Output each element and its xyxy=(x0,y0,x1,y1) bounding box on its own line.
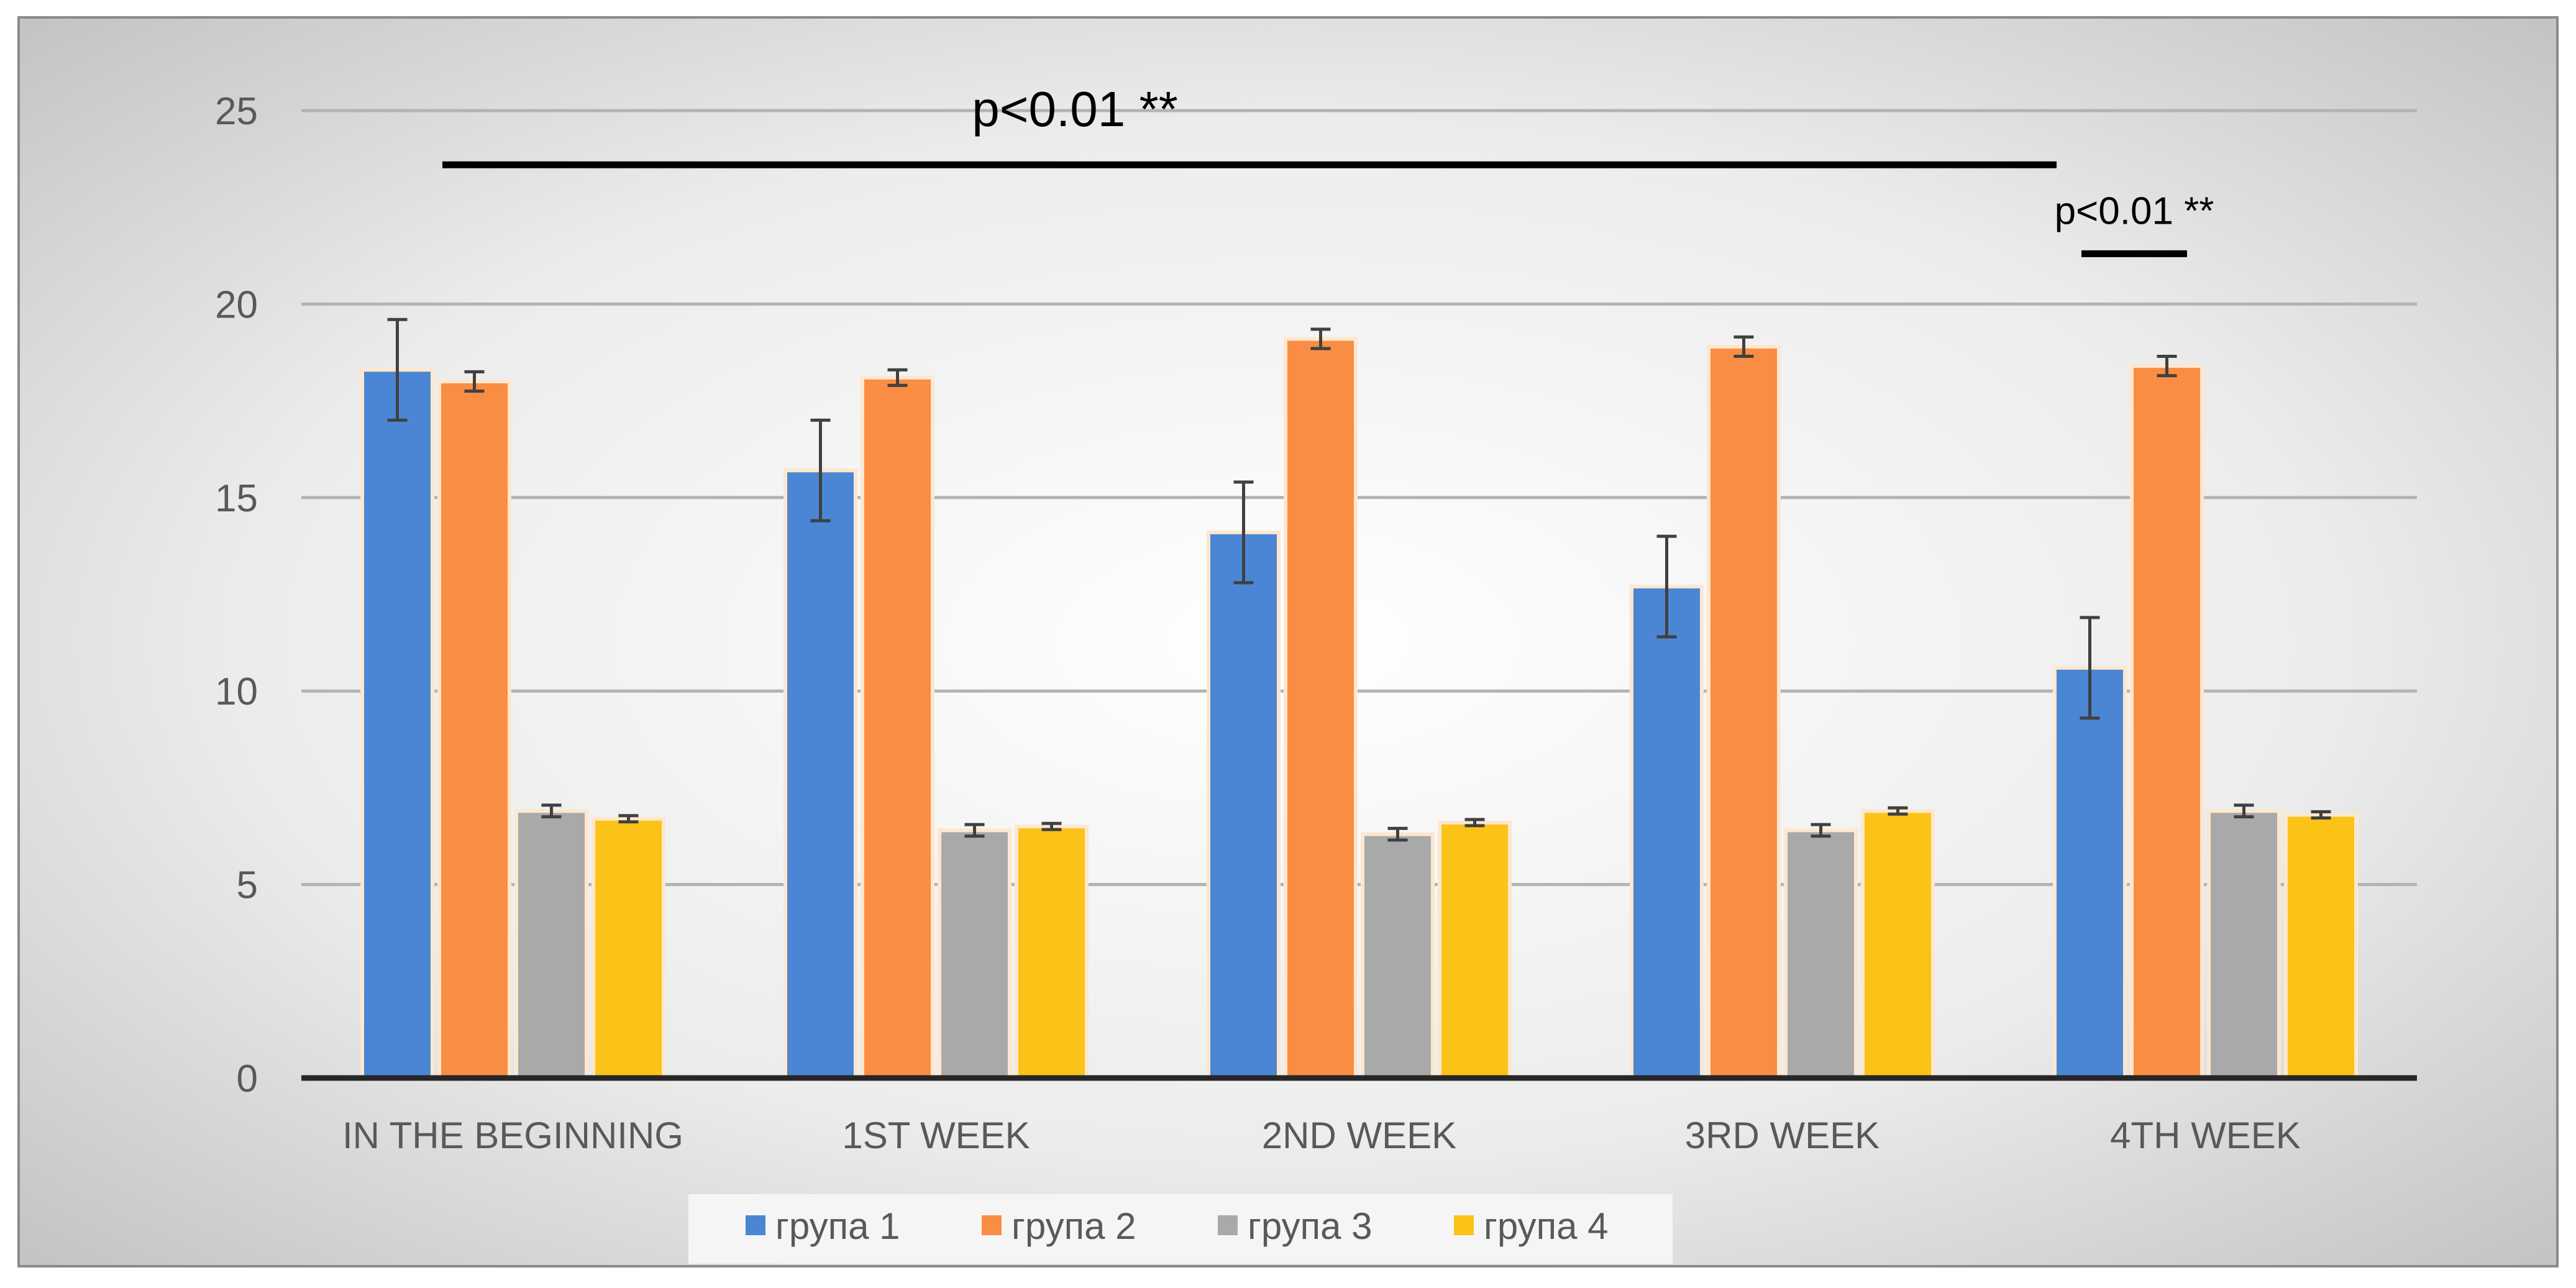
x-tick-label: 4TH WEEK xyxy=(2110,1115,2301,1156)
bar-група-3-4 xyxy=(2207,809,2281,1080)
bar-група-1-4 xyxy=(2053,665,2127,1080)
bar-група-2-2 xyxy=(1284,337,1358,1080)
y-tick-label: 25 xyxy=(215,90,258,133)
bars xyxy=(360,337,2358,1080)
x-axis-labels: IN THE BEGINNING 1ST WEEK 2ND WEEK 3RD WEEK… xyxy=(342,1115,2301,1156)
x-tick-label: IN THE BEGINNING xyxy=(342,1115,683,1156)
bar-група-3-3 xyxy=(1784,828,1858,1080)
y-tick-label: 0 xyxy=(237,1057,258,1100)
error-bars xyxy=(387,317,2331,842)
x-tick-label: 2ND WEEK xyxy=(1262,1115,1456,1156)
bar-група-1-0 xyxy=(360,368,434,1080)
legend-box xyxy=(688,1194,1673,1264)
legend-label: група 3 xyxy=(1248,1205,1372,1247)
y-tick-label: 15 xyxy=(215,477,258,520)
bar-група-3-1 xyxy=(938,828,1012,1080)
bar-група-2-0 xyxy=(437,379,511,1080)
x-tick-label: 1ST WEEK xyxy=(842,1115,1030,1156)
bar-група-4-3 xyxy=(1861,809,1935,1080)
bar-група-1-2 xyxy=(1207,530,1281,1080)
y-tick-label: 5 xyxy=(237,864,258,907)
legend-swatch xyxy=(1454,1215,1474,1235)
bar-група-3-2 xyxy=(1361,832,1435,1080)
legend: група 1 група 2 група 3 група 4 xyxy=(688,1194,1673,1264)
bar-група-1-3 xyxy=(1630,585,1704,1080)
legend-label: група 1 xyxy=(775,1205,900,1247)
legend-label: група 2 xyxy=(1012,1205,1136,1247)
x-tick-label: 3RD WEEK xyxy=(1685,1115,1879,1156)
significance-label: p<0.01 ** xyxy=(2055,190,2214,232)
legend-swatch xyxy=(982,1215,1002,1235)
legend-swatch xyxy=(746,1215,765,1235)
bar-група-2-4 xyxy=(2130,364,2204,1080)
bar-група-4-2 xyxy=(1438,820,1512,1080)
y-tick-label: 20 xyxy=(215,283,258,326)
bar-група-1-1 xyxy=(783,468,857,1080)
bar-група-2-1 xyxy=(861,375,934,1080)
bar-група-4-4 xyxy=(2284,813,2358,1080)
y-axis-ticks: 0 5 10 15 20 25 xyxy=(215,90,258,1100)
bar-група-2-3 xyxy=(1707,344,1781,1080)
y-tick-label: 10 xyxy=(215,670,258,713)
bar-група-4-0 xyxy=(591,816,665,1080)
legend-label: група 4 xyxy=(1484,1205,1608,1247)
significance-annotations: p<0.01 ** p<0.01 ** xyxy=(442,81,2214,257)
legend-swatch xyxy=(1218,1215,1238,1235)
bar-група-3-0 xyxy=(514,809,588,1080)
bar-група-4-1 xyxy=(1015,824,1089,1080)
significance-label: p<0.01 ** xyxy=(972,81,1177,137)
